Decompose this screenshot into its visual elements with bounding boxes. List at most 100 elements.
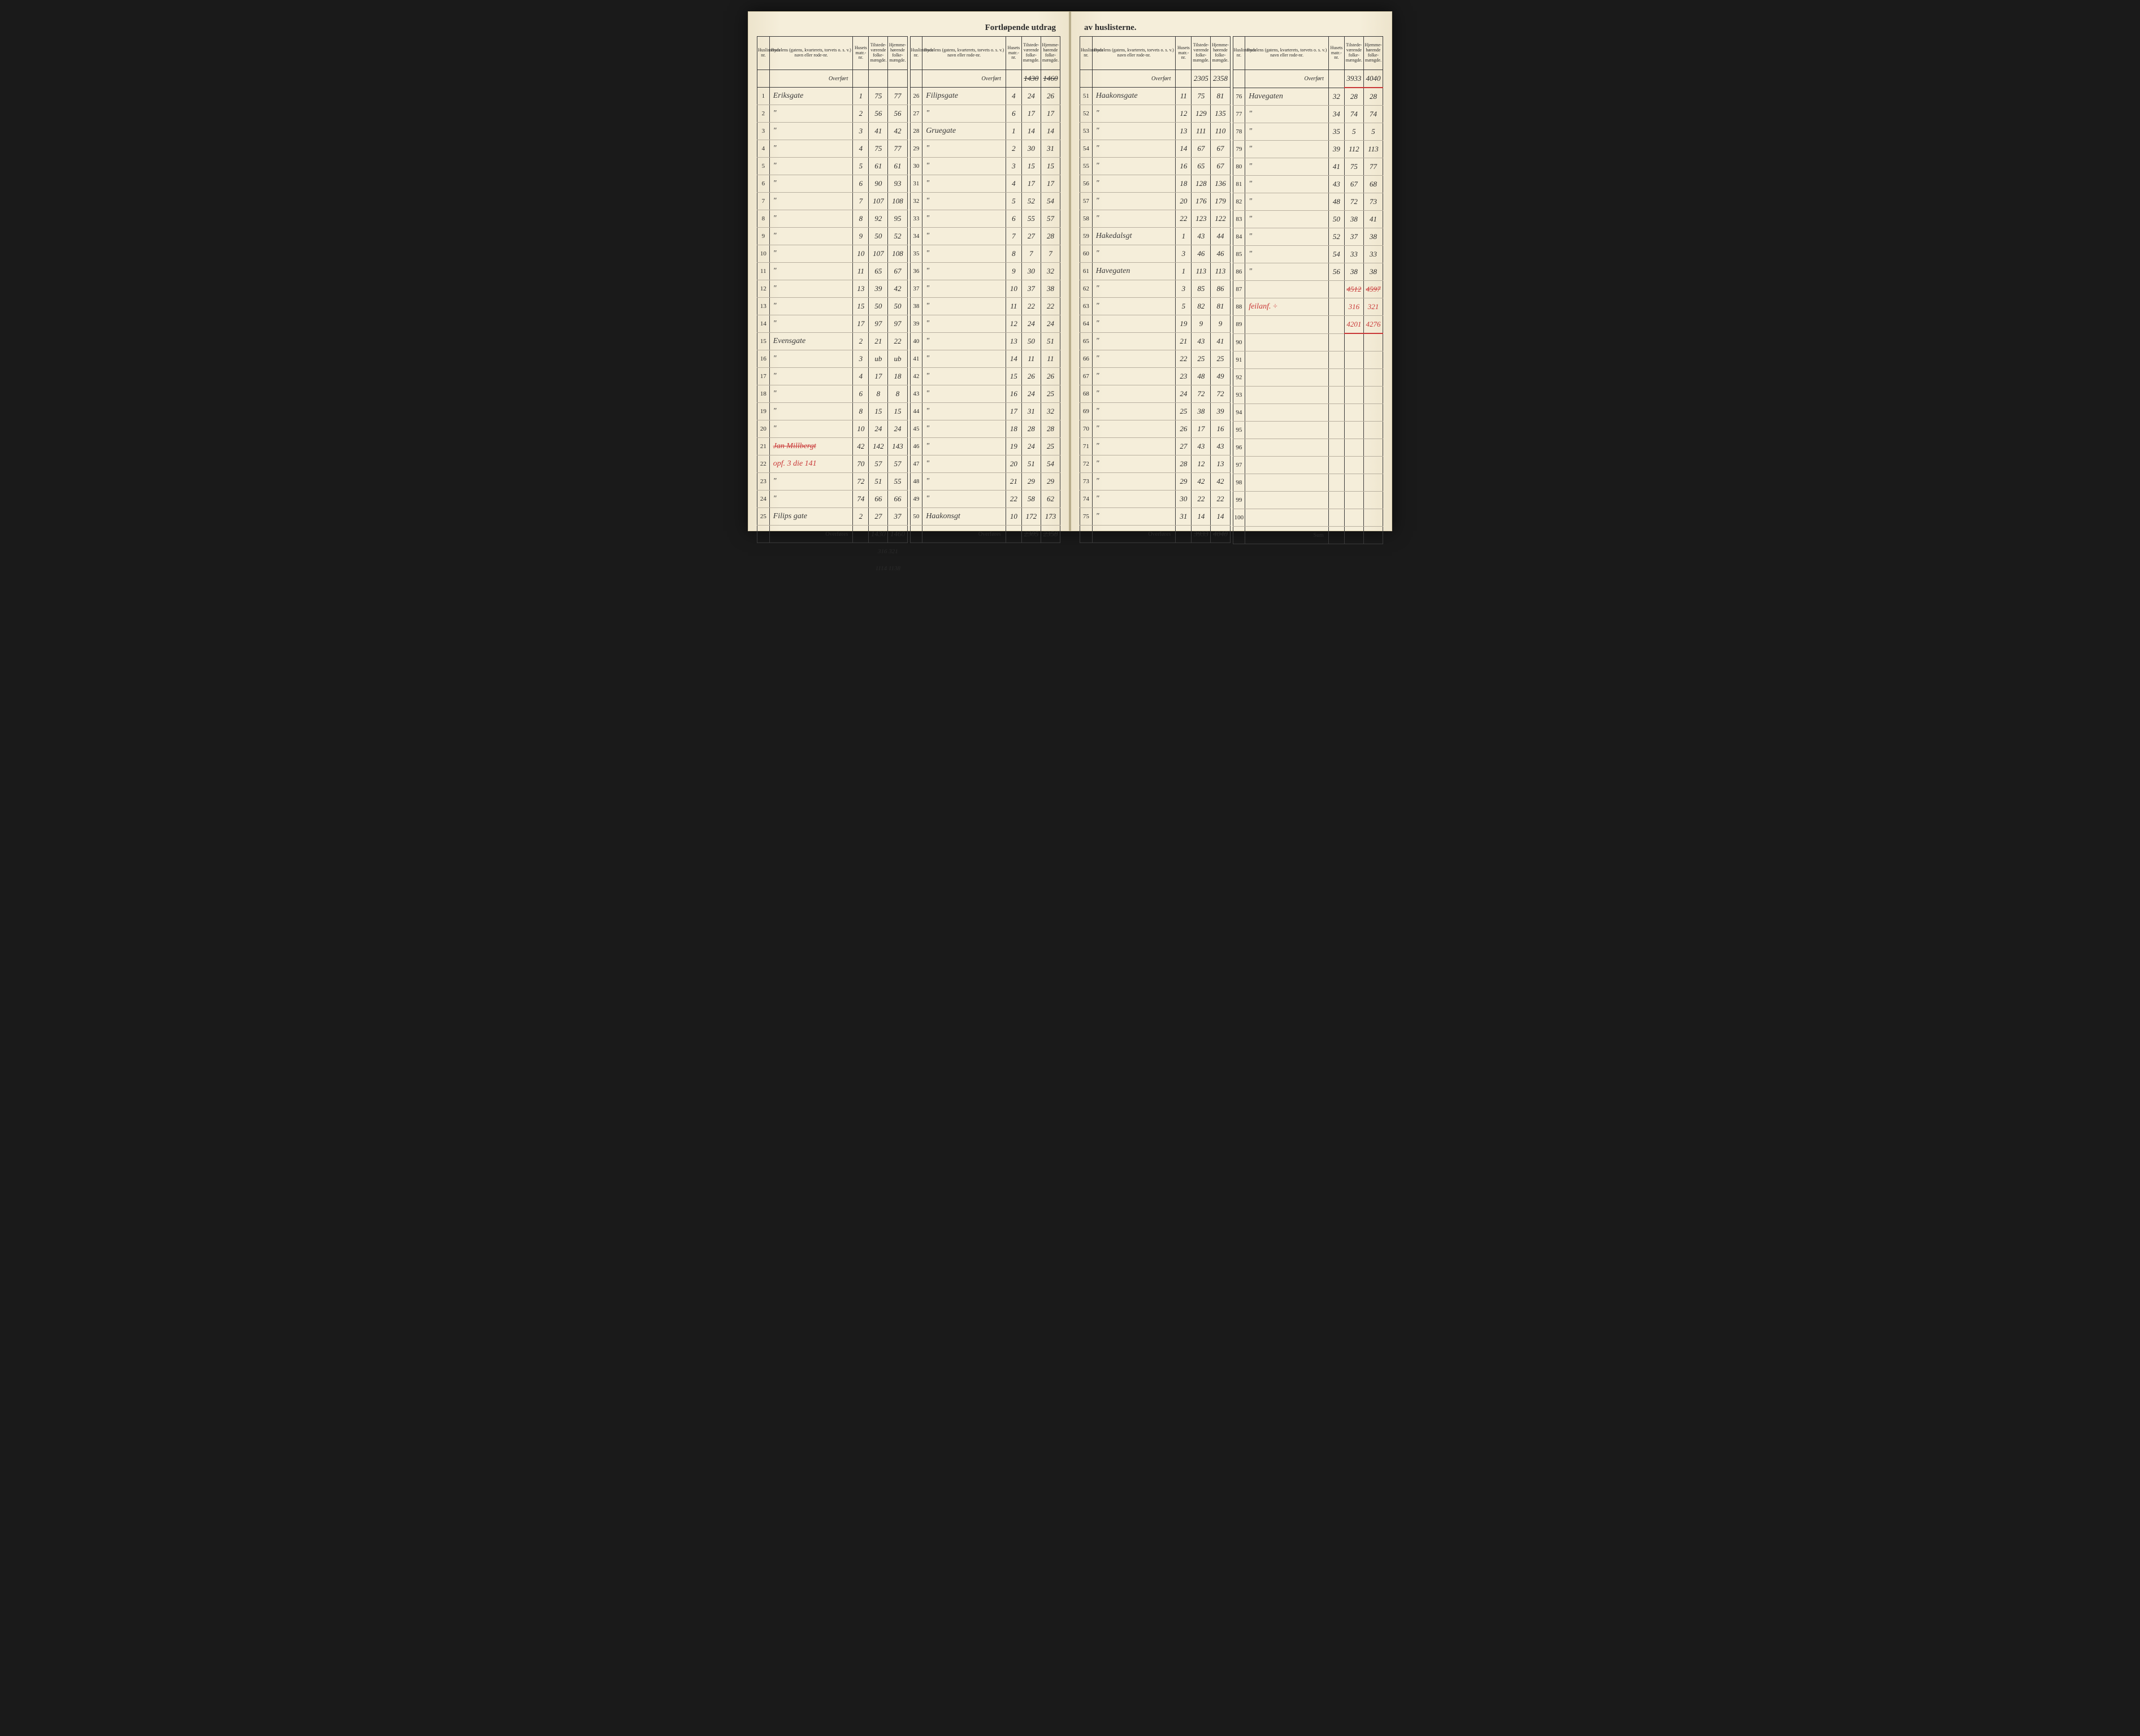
row-matr: 13: [853, 280, 869, 298]
row-val-2: [1363, 422, 1383, 439]
row-street: ": [1092, 315, 1176, 333]
row-nr: 17: [757, 368, 770, 385]
row-nr: 67: [1080, 368, 1093, 385]
row-val-1: 28: [1021, 420, 1041, 438]
overfores-row: Overføres 3933 4040: [1080, 526, 1231, 543]
table-row: 13 " 15 50 50: [757, 298, 908, 315]
row-val-2: 113: [1363, 141, 1383, 158]
row-val-2: 49: [1211, 368, 1230, 385]
overfort-val-2: 1460: [1041, 70, 1060, 88]
row-matr: 12: [1176, 105, 1192, 123]
row-nr: 3: [757, 123, 770, 140]
table-row: 40 " 13 50 51: [910, 333, 1060, 350]
table-row: 3 " 3 41 42: [757, 123, 908, 140]
row-street: ": [1245, 211, 1329, 228]
row-matr: 54: [1328, 246, 1344, 263]
table-row: 34 " 7 27 28: [910, 228, 1060, 245]
col-header-tilstede: Tilstede-værende folke-mængde.: [1192, 37, 1211, 70]
row-matr: 5: [1176, 298, 1192, 315]
row-street: ": [769, 403, 853, 420]
table-row: 58 " 22 123 122: [1080, 210, 1231, 228]
overfort-val-1: 2305: [1192, 70, 1211, 88]
row-street: ": [769, 280, 853, 298]
table-row: 76 Havegaten 32 28 28: [1233, 88, 1383, 106]
table-row: 65 " 21 43 41: [1080, 333, 1231, 350]
row-val-1: 82: [1192, 298, 1211, 315]
row-val-2: 26: [1041, 88, 1060, 105]
row-val-2: 77: [1363, 158, 1383, 176]
left-page: Fortløpende utdrag Huslisternes nr. Byde…: [748, 11, 1070, 531]
row-val-2: 9: [1211, 315, 1230, 333]
left-page-tables: Huslisternes nr. Bydelens (gatens, kvart…: [757, 36, 1060, 577]
row-val-1: 14: [1021, 123, 1041, 140]
row-matr: [1328, 351, 1344, 369]
table-row: 95: [1233, 422, 1383, 439]
row-val-1: 128: [1192, 175, 1211, 193]
row-matr: 10: [1006, 508, 1021, 526]
row-street: ": [922, 403, 1006, 420]
row-matr: [1328, 387, 1344, 404]
row-matr: 4: [853, 140, 869, 158]
row-val-2: 25: [1211, 350, 1230, 368]
row-matr: [1328, 492, 1344, 509]
row-val-1: 107: [869, 245, 888, 263]
table-row: 43 " 16 24 25: [910, 385, 1060, 403]
row-val-2: 57: [1041, 210, 1060, 228]
overfores-label: Overføres: [1092, 526, 1176, 543]
row-street: ": [1092, 123, 1176, 140]
row-matr: 5: [853, 158, 869, 175]
row-val-2: [1363, 439, 1383, 457]
row-street: ": [1092, 193, 1176, 210]
row-nr: 10: [757, 245, 770, 263]
row-nr: 33: [910, 210, 922, 228]
row-street: ": [769, 123, 853, 140]
row-matr: 1: [853, 88, 869, 105]
table-row: 100: [1233, 509, 1383, 527]
row-val-2: 38: [1363, 263, 1383, 281]
row-matr: 20: [1176, 193, 1192, 210]
row-nr: 85: [1233, 246, 1245, 263]
table-row: 96: [1233, 439, 1383, 457]
row-nr: 68: [1080, 385, 1093, 403]
table-row: 60 " 3 46 46: [1080, 245, 1231, 263]
table-row: 99: [1233, 492, 1383, 509]
row-val-2: 57: [888, 455, 907, 473]
row-val-2: 15: [1041, 158, 1060, 175]
row-val-2: 61: [888, 158, 907, 175]
ledger-block: Huslisternes nr. Bydelens (gatens, kvart…: [757, 36, 908, 577]
row-val-2: 55: [888, 473, 907, 491]
row-val-2: 110: [1211, 123, 1230, 140]
table-row: 86 " 56 38 38: [1233, 263, 1383, 281]
table-row: 59 Hakedalsgt 1 43 44: [1080, 228, 1231, 245]
row-val-1: [1344, 422, 1363, 439]
row-val-2: 51: [1041, 333, 1060, 350]
table-row: 63 " 5 82 81: [1080, 298, 1231, 315]
row-nr: 12: [757, 280, 770, 298]
row-nr: 72: [1080, 455, 1093, 473]
row-street: [1245, 369, 1329, 387]
row-val-2: [1363, 404, 1383, 422]
row-nr: 78: [1233, 123, 1245, 141]
row-val-2: 74: [1363, 106, 1383, 123]
row-street: ": [922, 333, 1006, 350]
row-street: ": [922, 140, 1006, 158]
table-row: 85 " 54 33 33: [1233, 246, 1383, 263]
row-street: ": [922, 438, 1006, 455]
row-val-1: 22: [1192, 491, 1211, 508]
col-header-hjemme: Hjemme-hørende folke-mængde.: [1041, 37, 1060, 70]
row-street: ": [1092, 105, 1176, 123]
row-nr: 61: [1080, 263, 1093, 280]
right-page-tables: Huslisternes nr. Bydelens (gatens, kvart…: [1080, 36, 1383, 544]
row-val-2: 108: [888, 193, 907, 210]
row-val-2: 32: [1041, 263, 1060, 280]
table-row: 11 " 11 65 67: [757, 263, 908, 280]
table-row: 68 " 24 72 72: [1080, 385, 1231, 403]
footer-red-row: 1114 1138: [757, 560, 908, 577]
row-street: ": [1092, 473, 1176, 491]
row-nr: 30: [910, 158, 922, 175]
row-val-2: [1363, 333, 1383, 351]
row-nr: 37: [910, 280, 922, 298]
row-matr: 29: [1176, 473, 1192, 491]
table-row: 51 Haakonsgate 11 75 81: [1080, 88, 1231, 105]
row-matr: [1328, 439, 1344, 457]
